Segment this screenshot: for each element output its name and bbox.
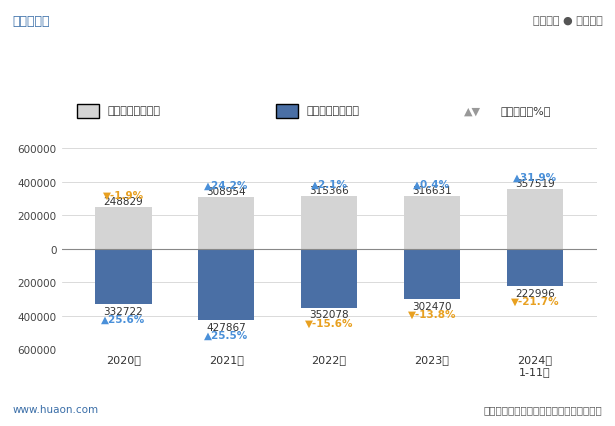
Text: 华经情报网: 华经情报网 — [12, 15, 50, 28]
Text: 357519: 357519 — [515, 178, 555, 188]
Text: 专业严谨 ● 客观科学: 专业严谨 ● 客观科学 — [533, 16, 603, 26]
Text: 315366: 315366 — [309, 185, 349, 195]
FancyBboxPatch shape — [276, 105, 298, 119]
Text: 出口额（万美元）: 出口额（万美元） — [108, 106, 161, 116]
Text: ▲31.9%: ▲31.9% — [513, 172, 557, 182]
Bar — [403, 196, 460, 249]
Text: 316631: 316631 — [412, 185, 452, 195]
Bar — [198, 198, 255, 249]
Bar — [198, 249, 255, 321]
Bar — [301, 196, 357, 249]
Text: ▲25.6%: ▲25.6% — [101, 314, 145, 324]
Text: 302470: 302470 — [412, 301, 451, 311]
Bar — [403, 249, 460, 299]
Text: www.huaon.com: www.huaon.com — [12, 404, 98, 414]
Text: ▼-21.7%: ▼-21.7% — [510, 296, 559, 306]
Text: ▲24.2%: ▲24.2% — [204, 180, 248, 190]
Text: ▼-1.9%: ▼-1.9% — [103, 190, 144, 200]
Text: 222996: 222996 — [515, 288, 555, 298]
Text: ▲0.4%: ▲0.4% — [413, 179, 450, 189]
Bar — [507, 249, 563, 286]
Text: 308954: 308954 — [206, 186, 246, 196]
Bar — [95, 249, 151, 305]
Text: 数据来源：中国海关，华经产业研究院整理: 数据来源：中国海关，华经产业研究院整理 — [484, 404, 603, 414]
Text: ▲2.1%: ▲2.1% — [311, 179, 347, 189]
Text: 352078: 352078 — [309, 310, 349, 320]
Text: ▲25.5%: ▲25.5% — [204, 330, 248, 340]
Bar — [507, 190, 563, 249]
Text: 同比增长（%）: 同比增长（%） — [500, 106, 550, 116]
Text: ▼-13.8%: ▼-13.8% — [408, 309, 456, 320]
Text: 进口额（万美元）: 进口额（万美元） — [306, 106, 360, 116]
Text: 248829: 248829 — [103, 196, 143, 206]
Text: ▲▼: ▲▼ — [464, 106, 482, 116]
Text: 2020-2024年11月马鞍山市商品收发货人所在地进、出口额: 2020-2024年11月马鞍山市商品收发货人所在地进、出口额 — [133, 57, 482, 75]
Text: 332722: 332722 — [103, 306, 143, 317]
Text: ▼-15.6%: ▼-15.6% — [305, 318, 353, 328]
FancyBboxPatch shape — [77, 105, 99, 119]
Bar — [95, 208, 151, 249]
Bar — [301, 249, 357, 308]
Text: 427867: 427867 — [206, 322, 246, 332]
